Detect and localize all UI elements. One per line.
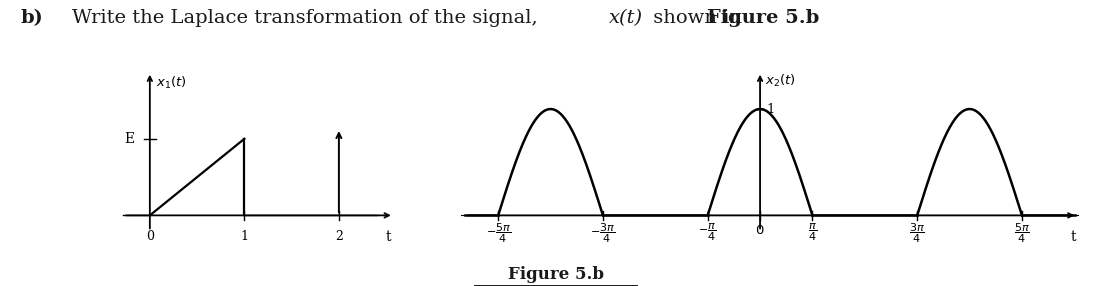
Text: shown in: shown in xyxy=(647,9,748,27)
Text: $x_2(t)$: $x_2(t)$ xyxy=(765,73,795,89)
Text: Write the Laplace transformation of the signal,: Write the Laplace transformation of the … xyxy=(72,9,544,27)
Text: 1: 1 xyxy=(240,230,248,243)
Text: $0$: $0$ xyxy=(755,224,765,237)
Text: .: . xyxy=(785,9,792,27)
Text: $\dfrac{5\pi}{4}$: $\dfrac{5\pi}{4}$ xyxy=(1014,222,1030,245)
Text: $\dfrac{3\pi}{4}$: $\dfrac{3\pi}{4}$ xyxy=(910,222,925,245)
Text: Figure 5.b: Figure 5.b xyxy=(707,9,820,27)
Text: Figure 5.b: Figure 5.b xyxy=(508,266,604,283)
Text: 0: 0 xyxy=(146,230,153,243)
Text: x(t): x(t) xyxy=(609,9,644,27)
Text: b): b) xyxy=(20,9,42,27)
Text: $-\dfrac{5\pi}{4}$: $-\dfrac{5\pi}{4}$ xyxy=(486,222,510,245)
Text: 2: 2 xyxy=(335,230,342,243)
Text: 1: 1 xyxy=(766,103,774,116)
Text: t: t xyxy=(385,230,390,244)
Text: E: E xyxy=(125,132,135,146)
Text: $-\dfrac{3\pi}{4}$: $-\dfrac{3\pi}{4}$ xyxy=(590,222,616,245)
Text: t: t xyxy=(1071,230,1076,244)
Text: $-\dfrac{\pi}{4}$: $-\dfrac{\pi}{4}$ xyxy=(698,222,717,243)
Text: $\dfrac{\pi}{4}$: $\dfrac{\pi}{4}$ xyxy=(808,222,817,243)
Text: $x_1(t)$: $x_1(t)$ xyxy=(156,75,187,91)
